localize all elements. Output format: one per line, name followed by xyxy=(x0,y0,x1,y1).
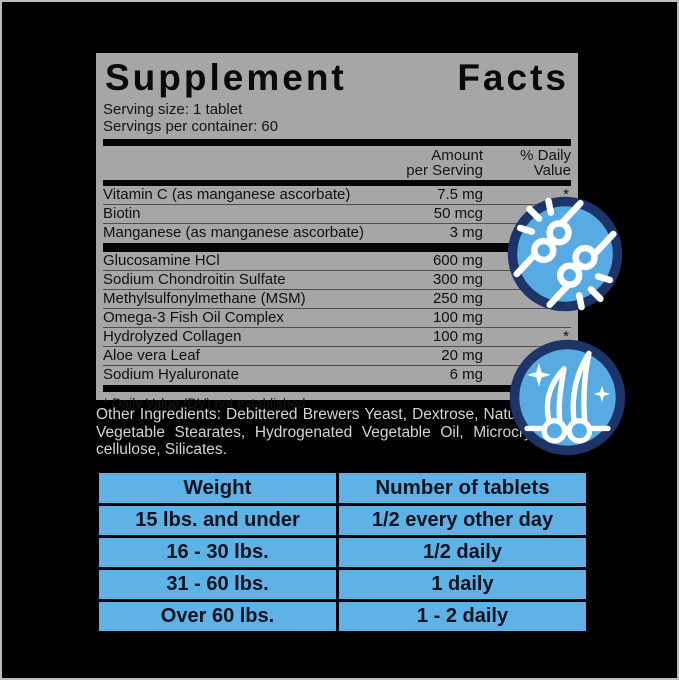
tablets-column-header: Number of tablets xyxy=(336,470,589,506)
daily-value-footnote: * Daily Value (DV) not established xyxy=(103,396,306,411)
dosage-row: 16 - 30 lbs. 1/2 daily xyxy=(96,535,589,570)
column-headers: Amount per Serving % Daily Value xyxy=(103,146,571,180)
dosage-header-row: Weight Number of tablets xyxy=(96,470,589,506)
supplement-facts-title: Supplement Facts xyxy=(105,57,569,98)
other-ingredients-text: Other Ingredients: Debittered Brewers Ye… xyxy=(96,406,580,458)
weight-column-header: Weight xyxy=(96,470,339,506)
ingredient-row: Hydrolyzed Collagen 100 mg * xyxy=(103,328,571,347)
ingredient-row: Manganese (as manganese ascorbate) 3 mg xyxy=(103,224,483,241)
ingredient-row: Biotin 50 mcg xyxy=(103,205,571,224)
percent-daily-value-header: % Daily Value xyxy=(520,147,571,179)
supplement-facts-panel: Supplement Facts Serving size: 1 tablet … xyxy=(96,53,578,411)
ingredient-row: Aloe vera Leaf 20 mg xyxy=(103,347,571,366)
ingredient-row: Vitamin C (as manganese ascorbate) 7.5 m… xyxy=(103,186,571,205)
servings-per-container: Servings per container: 60 xyxy=(103,118,279,135)
hair-follicle-health-icon xyxy=(509,339,626,456)
dosage-table: Weight Number of tablets 15 lbs. and und… xyxy=(96,470,589,634)
ingredient-row: Glucosamine HCl 600 mg xyxy=(103,252,571,271)
ingredient-row: Methylsulfonylmethane (MSM) 250 mg xyxy=(103,290,571,309)
sparkle-icon xyxy=(593,385,611,403)
divider-bar xyxy=(103,385,571,392)
ingredient-row: Sodium Hyaluronate 6 mg xyxy=(103,366,483,383)
ingredient-row: Omega-3 Fish Oil Complex 100 mg xyxy=(103,309,571,328)
amount-per-serving-header: Amount per Serving xyxy=(406,147,483,179)
joint-bone-health-icon xyxy=(507,196,623,312)
dosage-row: Over 60 lbs. 1 - 2 daily xyxy=(96,599,589,634)
dosage-row: 31 - 60 lbs. 1 daily xyxy=(96,567,589,602)
divider-bar xyxy=(103,243,571,252)
dosage-row: 15 lbs. and under 1/2 every other day xyxy=(96,503,589,538)
divider-bar xyxy=(103,139,571,146)
ingredient-row: Sodium Chondroitin Sulfate 300 mg xyxy=(103,271,571,290)
sparkle-icon xyxy=(527,362,551,387)
divider-bar xyxy=(103,180,571,186)
serving-size: Serving size: 1 tablet xyxy=(103,101,243,118)
